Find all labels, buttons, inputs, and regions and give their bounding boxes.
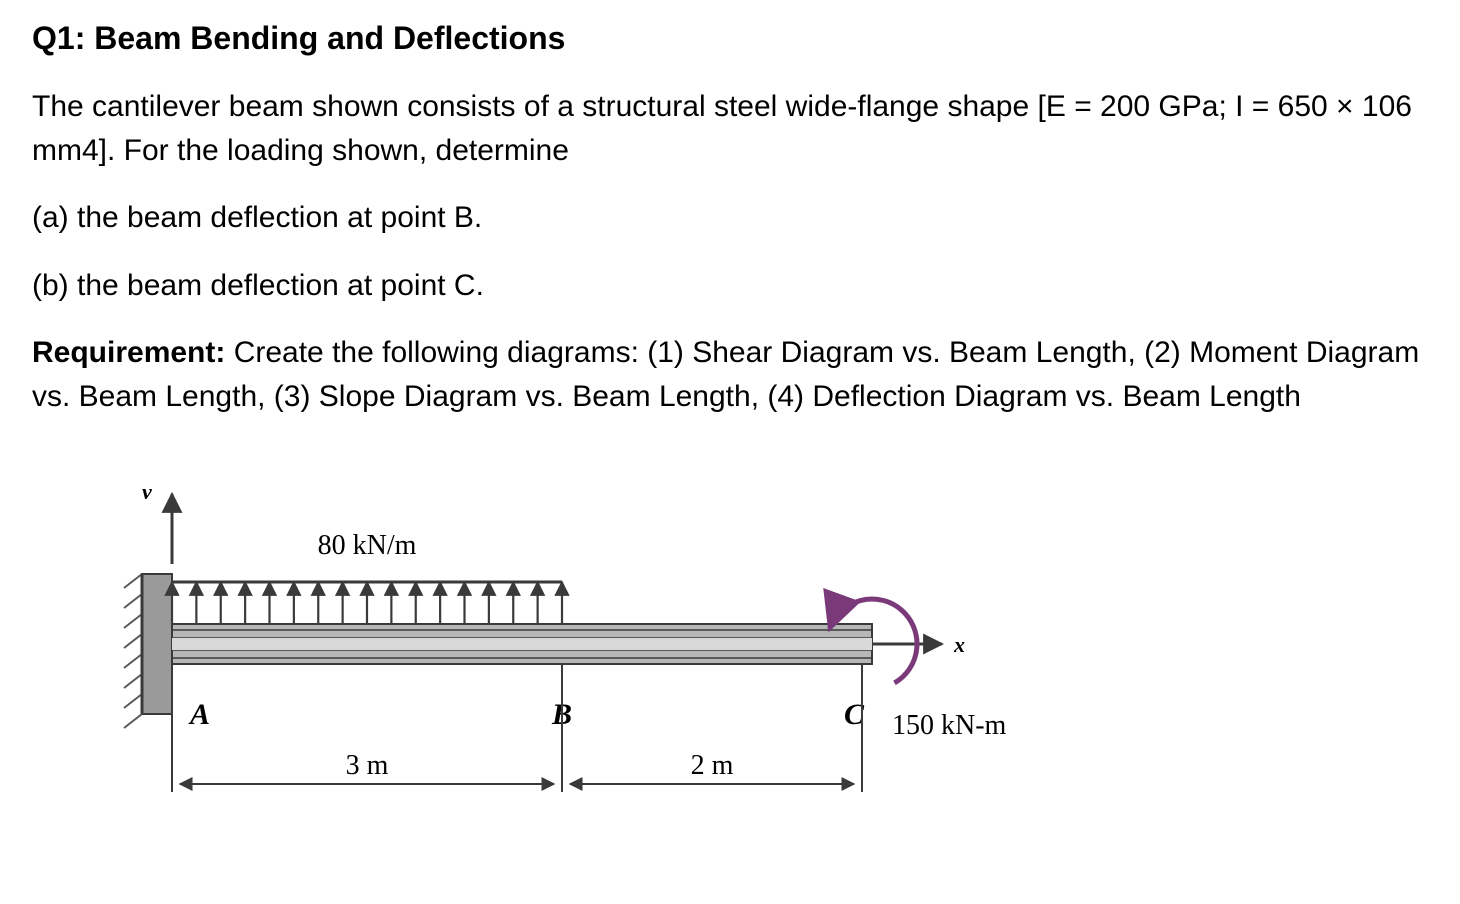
svg-text:x: x: [953, 632, 965, 657]
svg-text:v: v: [142, 479, 152, 504]
part-b: (b) the beam deflection at point C.: [32, 264, 1428, 308]
svg-text:2 m: 2 m: [691, 750, 734, 781]
svg-text:A: A: [188, 698, 210, 731]
part-a: (a) the beam deflection at point B.: [32, 196, 1428, 240]
svg-text:80 kN/m: 80 kN/m: [318, 530, 417, 561]
page-root: Q1: Beam Bending and Deflections The can…: [0, 0, 1460, 904]
requirement-label: Requirement:: [32, 336, 225, 369]
beam-figure: v80 kN/mx150 kN-mABC3 m2 m: [72, 454, 1428, 829]
question-title: Q1: Beam Bending and Deflections: [32, 20, 1428, 57]
requirement-paragraph: Requirement: Create the following diagra…: [32, 331, 1428, 418]
intro-paragraph: The cantilever beam shown consists of a …: [32, 85, 1428, 172]
svg-text:3 m: 3 m: [346, 750, 389, 781]
requirement-text: Create the following diagrams: (1) Shear…: [32, 336, 1419, 413]
svg-text:150 kN-m: 150 kN-m: [892, 710, 1007, 741]
beam-diagram-svg: v80 kN/mx150 kN-mABC3 m2 m: [72, 454, 1032, 824]
